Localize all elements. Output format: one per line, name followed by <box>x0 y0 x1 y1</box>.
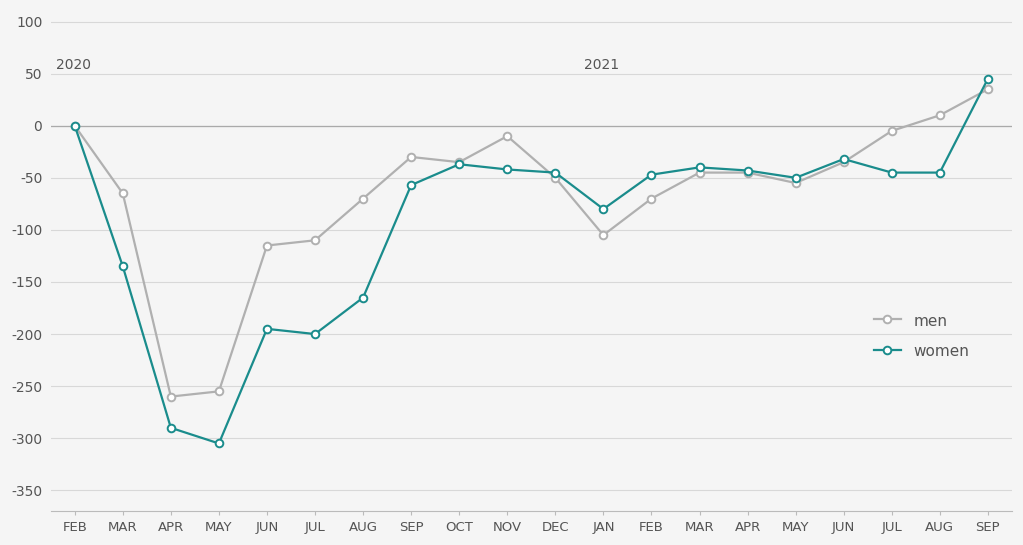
men <box>117 190 129 197</box>
men <box>501 133 514 140</box>
women <box>117 263 129 270</box>
men <box>742 169 754 176</box>
women <box>165 425 177 431</box>
men <box>165 393 177 400</box>
women <box>261 325 273 332</box>
women <box>646 171 658 178</box>
men <box>69 123 81 129</box>
women <box>982 76 994 82</box>
women <box>453 161 465 167</box>
men <box>838 159 850 166</box>
men <box>597 232 610 238</box>
men <box>309 237 321 244</box>
Line: men: men <box>71 86 991 401</box>
women <box>694 164 706 171</box>
men <box>405 154 417 160</box>
men <box>549 174 562 181</box>
men <box>790 180 802 186</box>
Line: women: women <box>71 75 991 447</box>
women <box>213 440 225 447</box>
men <box>886 128 898 134</box>
Legend: men, women: men, women <box>868 307 975 365</box>
women <box>357 294 369 301</box>
women <box>309 331 321 337</box>
men <box>213 388 225 395</box>
men <box>646 195 658 202</box>
men <box>982 86 994 93</box>
women <box>934 169 946 176</box>
women <box>597 206 610 213</box>
women <box>742 167 754 174</box>
Text: 2021: 2021 <box>584 58 619 71</box>
women <box>790 174 802 181</box>
men <box>694 169 706 176</box>
men <box>357 195 369 202</box>
men <box>261 242 273 249</box>
women <box>501 166 514 173</box>
women <box>69 123 81 129</box>
men <box>453 159 465 166</box>
men <box>934 112 946 119</box>
women <box>405 182 417 189</box>
women <box>549 169 562 176</box>
women <box>838 156 850 162</box>
women <box>886 169 898 176</box>
Text: 2020: 2020 <box>55 58 90 71</box>
